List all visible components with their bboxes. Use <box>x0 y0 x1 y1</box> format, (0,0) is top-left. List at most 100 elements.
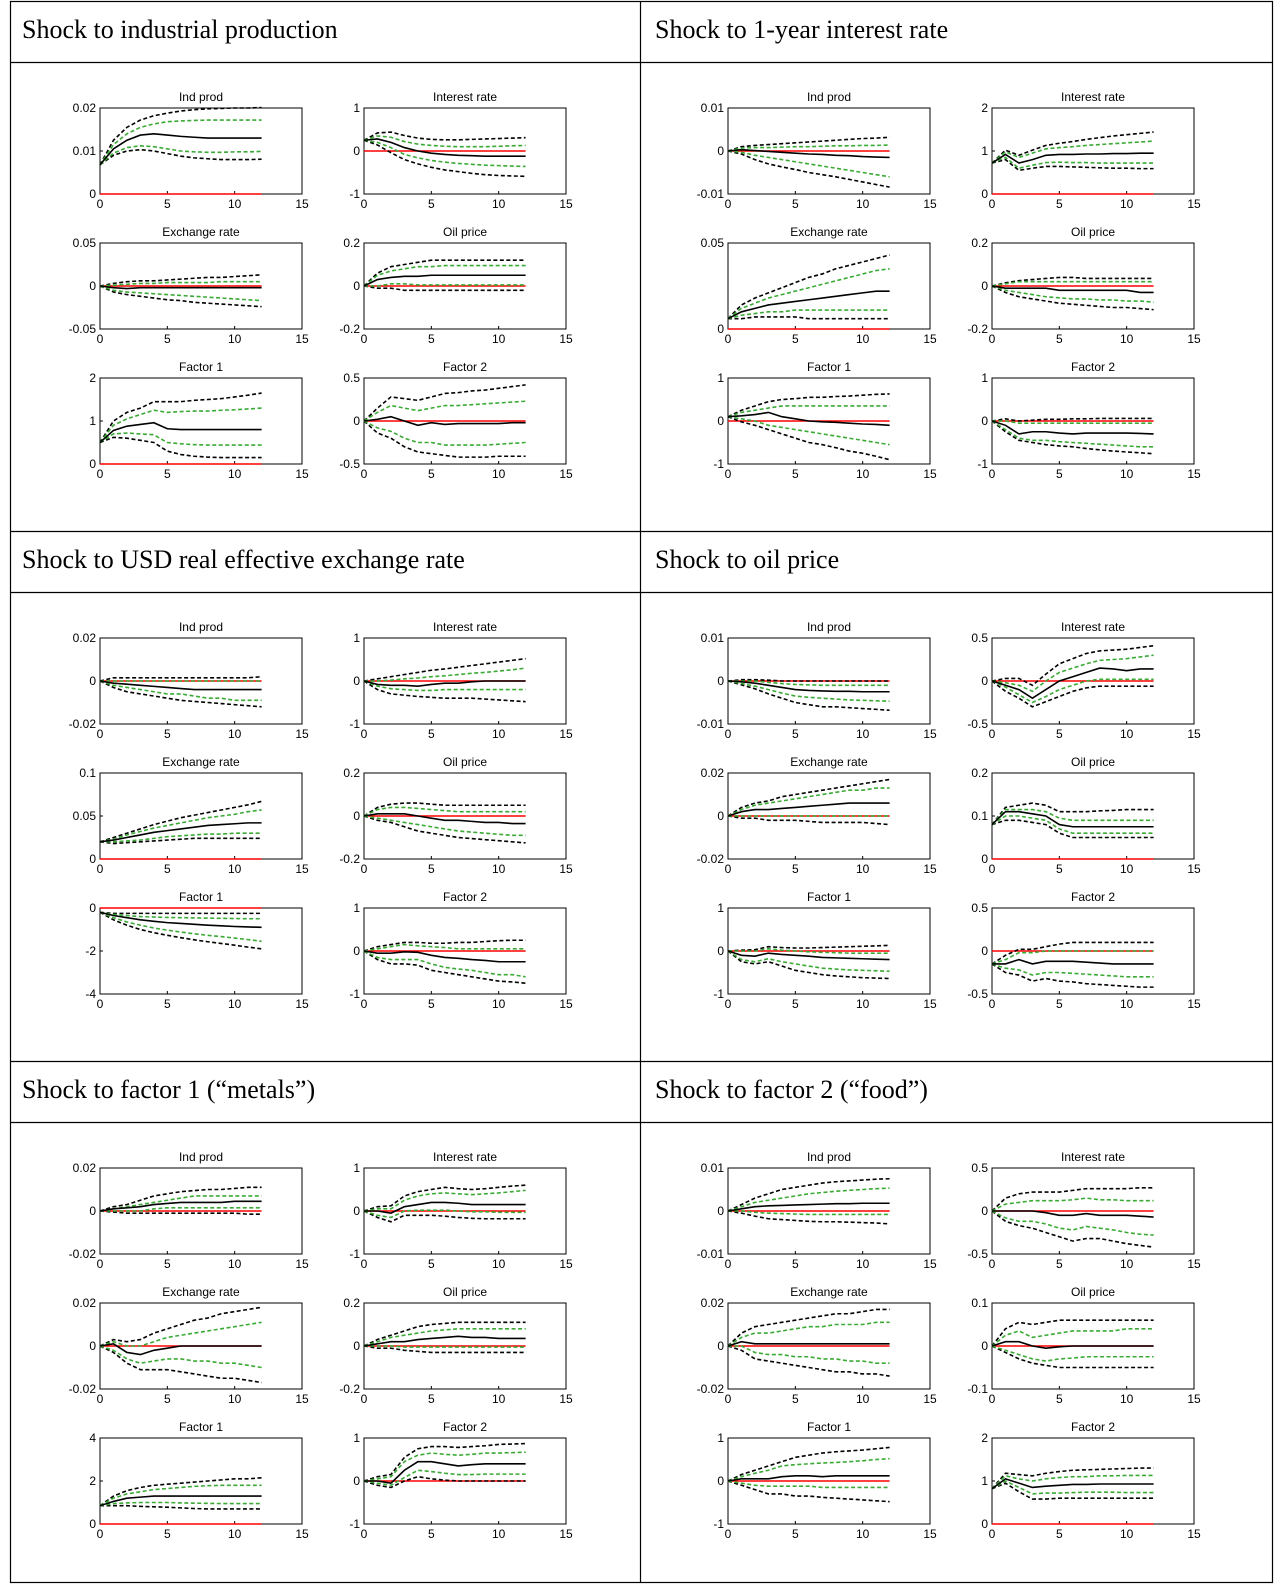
p0-oil-price-inner-band-upper <box>363 264 526 287</box>
p4-factor-2-title: Factor 2 <box>443 1420 487 1434</box>
p5-factor-1-ytick-label: 1 <box>717 1431 724 1445</box>
p4-exchange-rate-ytick-label: 0.02 <box>73 1296 97 1310</box>
p3-factor-1-inner-band-lower <box>727 950 890 973</box>
p1-factor-1-inner-band-lower <box>727 415 890 446</box>
p4-factor-2-ytick-label: 0 <box>353 1474 360 1488</box>
p1-interest-rate-outer-band-lower <box>991 158 1154 172</box>
p4-factor-2-xtick-label: 0 <box>361 1527 368 1541</box>
p0-factor-1-ytick-label: 2 <box>89 371 96 385</box>
p3-oil-price-ytick-label: 0 <box>981 852 988 866</box>
p3-interest-rate-ytick-label: 0.5 <box>971 631 988 645</box>
p4-exchange-rate-title: Exchange rate <box>162 1285 240 1299</box>
p3-factor-2-title: Factor 2 <box>1071 890 1115 904</box>
panel-title-interest-rate-shock: Shock to 1-year interest rate <box>655 15 948 44</box>
p0-exchange-rate-response-line <box>99 285 262 290</box>
p4-interest-rate-ytick-label: 0 <box>353 1204 360 1218</box>
p3-oil-price-inner-band-upper <box>991 808 1154 826</box>
p2-factor-2-outer-band-lower <box>363 950 526 985</box>
p0-oil-price-ytick-label: -0.2 <box>339 322 360 336</box>
p0-factor-2-response-line <box>363 415 526 427</box>
p2-ind-prod-ytick-label: 0 <box>89 674 96 688</box>
p4-interest-rate-inner-band-lower <box>363 1209 526 1219</box>
p2-factor-2-ytick-label: 0 <box>353 944 360 958</box>
p5-factor-2-axes <box>991 1437 1195 1525</box>
p0-factor-1-xtick-label: 0 <box>97 467 104 481</box>
p5-interest-rate-inner-band-lower <box>991 1210 1154 1236</box>
p2-exchange-rate-ytick-label: 0.1 <box>79 766 96 780</box>
p0-factor-2-xtick-label: 5 <box>428 467 435 481</box>
p1-oil-price-ytick-label: 0 <box>981 279 988 293</box>
p1-interest-rate-xtick-label: 15 <box>1187 197 1201 211</box>
p1-oil-price-inner-band-upper <box>991 280 1154 287</box>
p3-oil-price-ytick-label: 0.1 <box>971 809 988 823</box>
p0-interest-rate-xtick-label: 15 <box>559 197 573 211</box>
p4-ind-prod-outer-band-upper <box>99 1186 262 1212</box>
p0-exchange-rate-xtick-label: 15 <box>295 332 309 346</box>
p1-interest-rate-axes <box>991 107 1195 195</box>
p1-factor-1-subplot: Factor 10 5 10 15-101 <box>713 360 937 481</box>
p5-oil-price-outer-band-upper <box>991 1319 1154 1347</box>
p4-factor-1-ytick-label: 2 <box>89 1474 96 1488</box>
p1-interest-rate-xtick-label: 5 <box>1056 197 1063 211</box>
p0-oil-price-xtick-label: 10 <box>492 332 506 346</box>
p4-exchange-rate-outer-band-upper <box>99 1306 262 1347</box>
p1-oil-price-xtick-label: 15 <box>1187 332 1201 346</box>
p2-exchange-rate-xtick-label: 15 <box>295 862 309 876</box>
p1-exchange-rate-response-line <box>727 290 890 320</box>
p5-ind-prod-inner-band-lower <box>728 1210 890 1216</box>
p1-ind-prod-response-line <box>727 148 890 159</box>
p5-exchange-rate-xtick-label: 0 <box>725 1392 732 1406</box>
p5-interest-rate-xtick-label: 10 <box>1120 1257 1134 1271</box>
p1-factor-1-response-line <box>727 411 890 427</box>
p4-ind-prod-xtick-label: 15 <box>295 1257 309 1271</box>
p0-interest-rate-title: Interest rate <box>433 90 497 104</box>
p5-exchange-rate-xtick-label: 5 <box>792 1392 799 1406</box>
p2-oil-price-outer-band-upper <box>363 802 526 817</box>
p0-exchange-rate-xtick-label: 0 <box>97 332 104 346</box>
p2-exchange-rate-response-line <box>99 822 262 843</box>
p0-ind-prod-ytick-label: 0.02 <box>73 101 97 115</box>
p0-ind-prod-response-line <box>99 132 262 166</box>
p5-ind-prod-ytick-label: -0.01 <box>697 1247 725 1261</box>
p0-ind-prod-outer-band-upper <box>99 106 262 166</box>
p3-factor-2-xtick-label: 5 <box>1056 997 1063 1011</box>
p5-factor-1-outer-band-lower <box>727 1480 890 1503</box>
p2-oil-price-response-line <box>363 813 526 825</box>
p1-ind-prod-ytick-label: 0 <box>717 144 724 158</box>
p2-factor-2-response-line <box>363 950 526 963</box>
p1-interest-rate-ytick-label: 0 <box>981 187 988 201</box>
p5-factor-1-response-line <box>727 1475 890 1482</box>
p2-ind-prod-xtick-label: 15 <box>295 727 309 741</box>
p0-ind-prod-subplot: Ind prod 0 5 10 15 0 0.01 0.02 <box>73 90 309 211</box>
p1-factor-2-response-line <box>991 420 1154 435</box>
p2-exchange-rate-title: Exchange rate <box>162 755 240 769</box>
p5-interest-rate-xtick-label: 5 <box>1056 1257 1063 1271</box>
p2-oil-price-ytick-label: 0.2 <box>343 766 360 780</box>
p2-factor-2-outer-band-upper <box>363 939 526 952</box>
p4-interest-rate-title: Interest rate <box>433 1150 497 1164</box>
p3-factor-2-xtick-label: 0 <box>989 997 996 1011</box>
p1-interest-rate-subplot: Interest rate 0 5 10 15 0 1 2 <box>981 90 1201 211</box>
p5-ind-prod-xtick-label: 10 <box>856 1257 870 1271</box>
p1-ind-prod-xtick-label: 0 <box>725 197 732 211</box>
p1-exchange-rate-title: Exchange rate <box>790 225 868 239</box>
p1-interest-rate-response-line <box>991 152 1154 164</box>
p3-factor-1-title: Factor 1 <box>807 890 851 904</box>
p4-ind-prod-ytick-label: 0 <box>89 1204 96 1218</box>
p5-factor-2-xtick-label: 5 <box>1056 1527 1063 1541</box>
p3-factor-2-outer-band-lower <box>991 963 1154 988</box>
p5-exchange-rate-ytick-label: -0.02 <box>697 1382 725 1396</box>
p2-ind-prod-response-line <box>99 680 262 691</box>
p0-ind-prod-inner-band-lower <box>99 145 262 166</box>
p5-interest-rate-inner-band-upper <box>991 1197 1154 1212</box>
p1-ind-prod-outer-band-upper <box>727 136 890 152</box>
p4-factor-1-title: Factor 1 <box>179 1420 223 1434</box>
p5-factor-2-ytick-label: 2 <box>981 1431 988 1445</box>
p1-oil-price-xtick-label: 0 <box>989 332 996 346</box>
p1-factor-2-ytick-label: 0 <box>981 414 988 428</box>
p2-ind-prod-outer-band-lower <box>99 680 262 708</box>
p0-oil-price-ytick-label: 0 <box>353 279 360 293</box>
p2-factor-1-inner-band-upper <box>99 911 262 920</box>
p2-oil-price-inner-band-upper <box>363 806 526 817</box>
